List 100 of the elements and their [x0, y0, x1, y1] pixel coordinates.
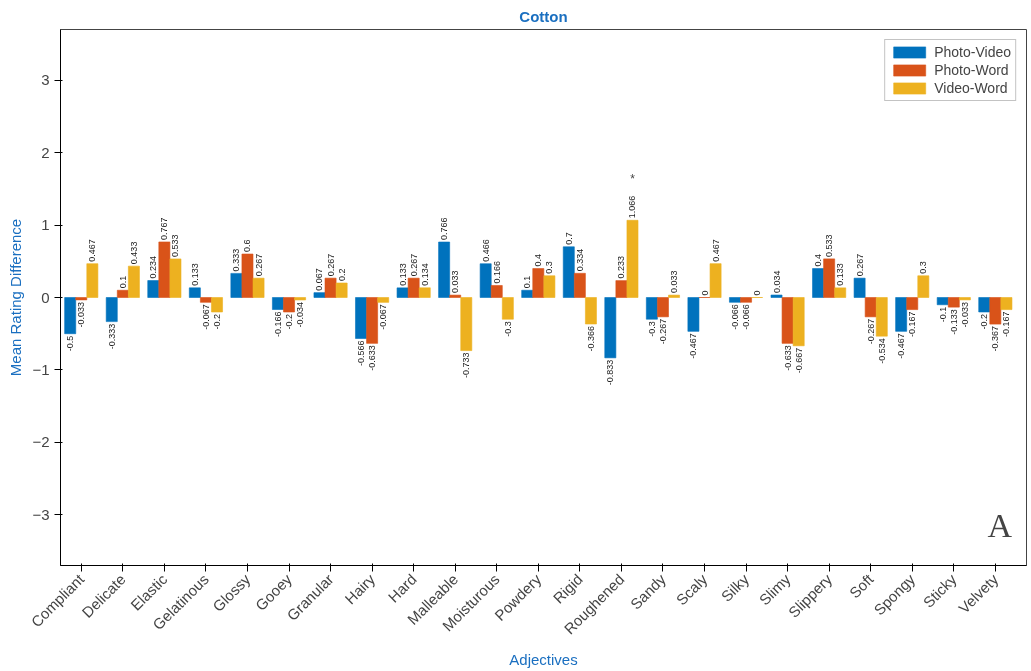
data-label: 0	[699, 290, 710, 296]
bar	[116, 289, 129, 298]
data-label: 0.766	[439, 217, 450, 241]
bar	[657, 297, 669, 318]
data-label: 0.334	[574, 248, 585, 272]
y-tick-label: −2	[32, 433, 50, 451]
data-label: -0.267	[865, 318, 876, 345]
data-label: 0.467	[87, 239, 98, 262]
bar	[626, 219, 639, 298]
bar	[792, 297, 805, 347]
bar	[604, 297, 617, 359]
data-label: -0.467	[896, 333, 907, 359]
data-label: 0.467	[710, 239, 721, 262]
bar	[479, 263, 492, 298]
data-label: -0.066	[729, 304, 740, 330]
data-label: 0.1	[117, 275, 128, 289]
bar	[128, 265, 140, 298]
bar	[449, 294, 462, 298]
bar	[324, 277, 337, 298]
data-label: 0.433	[128, 241, 139, 265]
bar	[1000, 297, 1013, 310]
bar	[740, 297, 752, 303]
bar	[853, 277, 866, 298]
bar	[770, 294, 783, 298]
annotation: A	[987, 506, 1013, 544]
data-label: -0.3	[646, 321, 657, 337]
bar	[906, 297, 919, 310]
data-label: 0.267	[854, 253, 865, 277]
data-label: 0.7	[563, 232, 574, 245]
bar	[366, 297, 378, 344]
bar	[615, 280, 628, 298]
data-label: -0.366	[585, 326, 596, 352]
data-label: -0.633	[367, 345, 378, 371]
data-label: -0.067	[378, 304, 389, 330]
data-label: 0.067	[314, 268, 325, 291]
bar	[283, 297, 295, 313]
data-label: 0.267	[408, 253, 419, 277]
x-axis-title: Adjectives	[509, 651, 578, 669]
y-axis-title: Mean Rating Difference	[7, 218, 25, 377]
data-label: 0.4	[813, 254, 824, 267]
data-label: -0.467	[688, 333, 699, 359]
bar	[729, 297, 741, 303]
data-label: 0.133	[835, 263, 846, 286]
bar	[532, 268, 545, 298]
bar	[377, 297, 390, 303]
bar	[668, 294, 680, 298]
data-label: -0.166	[272, 311, 283, 338]
y-tick-label: 0	[41, 288, 50, 306]
bar	[200, 297, 212, 303]
bar	[936, 297, 949, 306]
y-tick-label: 3	[41, 71, 50, 89]
data-label: -0.833	[605, 359, 616, 386]
bar	[543, 275, 556, 298]
bar	[989, 297, 1002, 325]
chart-title: Cotton	[519, 7, 568, 25]
data-label: 0.6	[242, 239, 253, 253]
data-label: 0.533	[170, 234, 181, 257]
bar	[917, 275, 930, 298]
data-label: -0.566	[356, 340, 367, 367]
bar	[834, 287, 847, 298]
bar	[646, 297, 658, 320]
bar	[418, 287, 431, 298]
data-label: -0.167	[1001, 311, 1012, 338]
legend-label: Video-Word	[934, 80, 1008, 96]
y-tick-label: −1	[32, 360, 50, 378]
bar	[313, 292, 326, 298]
bar	[978, 297, 991, 313]
data-label: -0.167	[907, 311, 918, 338]
data-label: -0.2	[212, 313, 222, 330]
data-label: 0.3	[918, 261, 929, 274]
bar	[407, 277, 420, 298]
y-tick-label: 1	[41, 216, 50, 234]
data-label: -0.067	[200, 304, 211, 330]
data-label: 0.133	[397, 263, 408, 286]
data-label: -0.534	[876, 338, 887, 364]
data-label: 0.033	[669, 270, 680, 294]
y-tick-label: −3	[32, 505, 50, 523]
data-label: 0.034	[771, 270, 782, 294]
data-label: -0.3	[502, 321, 513, 337]
data-label: 0.166	[491, 260, 502, 284]
bar	[241, 253, 254, 298]
bar	[709, 263, 722, 298]
bar	[230, 273, 243, 298]
bar	[294, 297, 306, 301]
bar	[460, 297, 473, 351]
data-label: -0.1	[937, 306, 948, 323]
bar	[335, 282, 348, 298]
data-label: 0.767	[159, 217, 170, 240]
bar	[781, 297, 794, 344]
data-label: -0.633	[782, 345, 793, 371]
bar	[490, 285, 503, 298]
annotation: *	[630, 172, 636, 187]
legend-label: Photo-Video	[934, 44, 1011, 60]
data-label: -0.033	[76, 301, 87, 328]
data-label: 1.066	[627, 195, 638, 219]
data-label: -0.667	[793, 347, 804, 374]
bar	[396, 287, 409, 298]
bar	[502, 297, 514, 320]
data-label: 0.267	[325, 253, 336, 277]
y-tick-label: 2	[41, 143, 50, 161]
